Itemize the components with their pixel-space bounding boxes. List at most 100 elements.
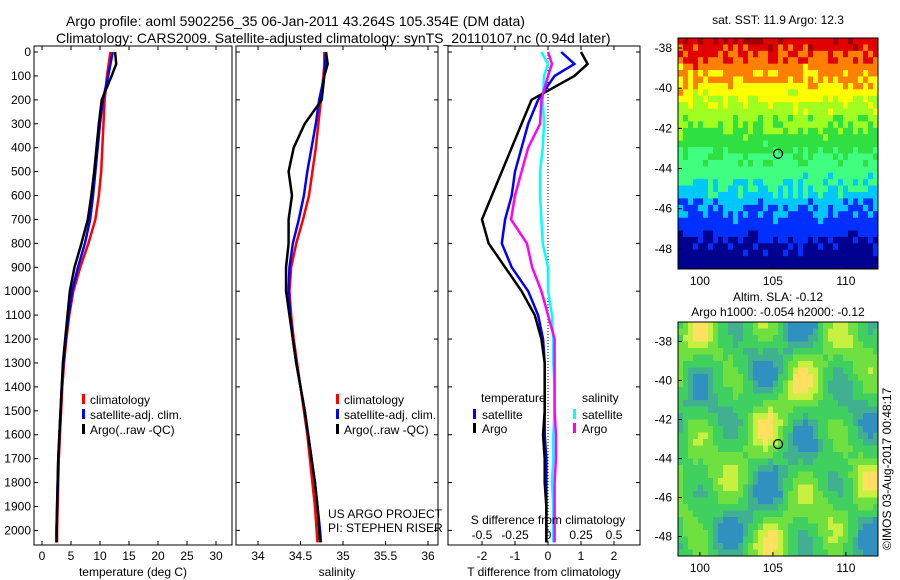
map-cell: [773, 211, 779, 219]
map-cell: [853, 224, 859, 231]
map-cell: [678, 153, 684, 161]
map-cell: [718, 523, 724, 531]
map-cell: [853, 471, 859, 479]
map-cell: [683, 121, 689, 129]
map-cell: [723, 140, 729, 148]
map-cell: [713, 452, 719, 459]
map-cell: [773, 497, 779, 505]
map-cell: [738, 50, 744, 58]
map-cell: [768, 236, 774, 244]
map-cell: [798, 102, 804, 110]
s-tick-label: -0.5: [472, 528, 493, 542]
map-cell: [823, 510, 829, 518]
map-cell: [818, 243, 824, 251]
map-cell: [718, 491, 724, 498]
map-cell: [703, 82, 709, 90]
map-cell: [823, 484, 829, 492]
map-cell: [768, 198, 774, 206]
map-cell: [728, 262, 734, 270]
map-cell: [858, 549, 864, 557]
map-cell: [738, 367, 744, 375]
map-cell: [758, 44, 764, 52]
map-cell: [693, 543, 699, 550]
map-cell: [833, 127, 839, 135]
map-cell: [743, 159, 749, 167]
map-cell: [808, 348, 814, 355]
map-cell: [853, 63, 859, 71]
map-cell: [783, 134, 789, 142]
map-cell: [778, 419, 784, 427]
map-cell: [763, 115, 769, 122]
map-cell: [683, 530, 689, 537]
map-cell: [698, 198, 704, 206]
map-cell: [778, 471, 784, 479]
map-cell: [853, 504, 859, 511]
map-cell: [853, 230, 859, 238]
map-cell: [773, 179, 779, 187]
map-cell: [763, 536, 769, 544]
map-cell: [873, 536, 879, 544]
map-cell: [843, 341, 849, 349]
map-cell: [808, 147, 814, 154]
map-cell: [868, 367, 874, 375]
map-cell: [793, 57, 799, 65]
map-cell: [698, 348, 704, 355]
map-cell: [678, 380, 684, 388]
map-cell: [848, 44, 854, 52]
map-cell: [733, 335, 739, 342]
map-cell: [698, 204, 704, 212]
map-cell: [813, 76, 819, 84]
map-cell: [873, 504, 879, 511]
map-cell: [868, 387, 874, 394]
map-cell: [788, 211, 794, 219]
map-cell: [853, 530, 859, 537]
map-cell: [703, 458, 709, 466]
map-cell: [763, 380, 769, 388]
map-cell: [678, 445, 684, 453]
map-cell: [813, 341, 819, 349]
map-cell: [683, 217, 689, 225]
map-cell: [808, 543, 814, 550]
map-cell: [748, 361, 754, 368]
map-cell: [758, 134, 764, 142]
map-cell: [823, 322, 829, 329]
map-cell: [833, 204, 839, 212]
map-cell: [858, 387, 864, 394]
map-cell: [703, 387, 709, 394]
map-cell: [803, 236, 809, 244]
map-cell: [743, 517, 749, 524]
map-cell: [863, 341, 869, 349]
map-cell: [793, 510, 799, 518]
map-cell: [833, 445, 839, 453]
map-cell: [678, 172, 684, 180]
map-cell: [683, 465, 689, 472]
map-cell: [798, 471, 804, 479]
map-cell: [863, 445, 869, 453]
map-cell: [728, 134, 734, 142]
map-cell: [788, 153, 794, 161]
map-cell: [698, 127, 704, 135]
map-cell: [873, 361, 879, 368]
map-cell: [813, 185, 819, 193]
map-cell: [723, 108, 729, 116]
map-cell: [743, 38, 749, 45]
map-cell: [703, 484, 709, 492]
map-cell: [798, 341, 804, 349]
map-cell: [743, 465, 749, 472]
map-cell: [688, 63, 694, 71]
map-cell: [868, 426, 874, 433]
map-cell: [683, 471, 689, 479]
map-cell: [748, 400, 754, 407]
map-cell: [783, 102, 789, 110]
map-cell: [753, 478, 759, 485]
map-cell: [838, 419, 844, 427]
map-cell: [848, 452, 854, 459]
x-tick-label: 34.5: [289, 549, 313, 563]
map-cell: [683, 44, 689, 52]
map-cell: [773, 230, 779, 238]
map-cell: [873, 50, 879, 58]
map-cell: [808, 400, 814, 407]
map-cell: [843, 452, 849, 459]
map-cell: [828, 439, 834, 446]
map-cell: [823, 147, 829, 154]
